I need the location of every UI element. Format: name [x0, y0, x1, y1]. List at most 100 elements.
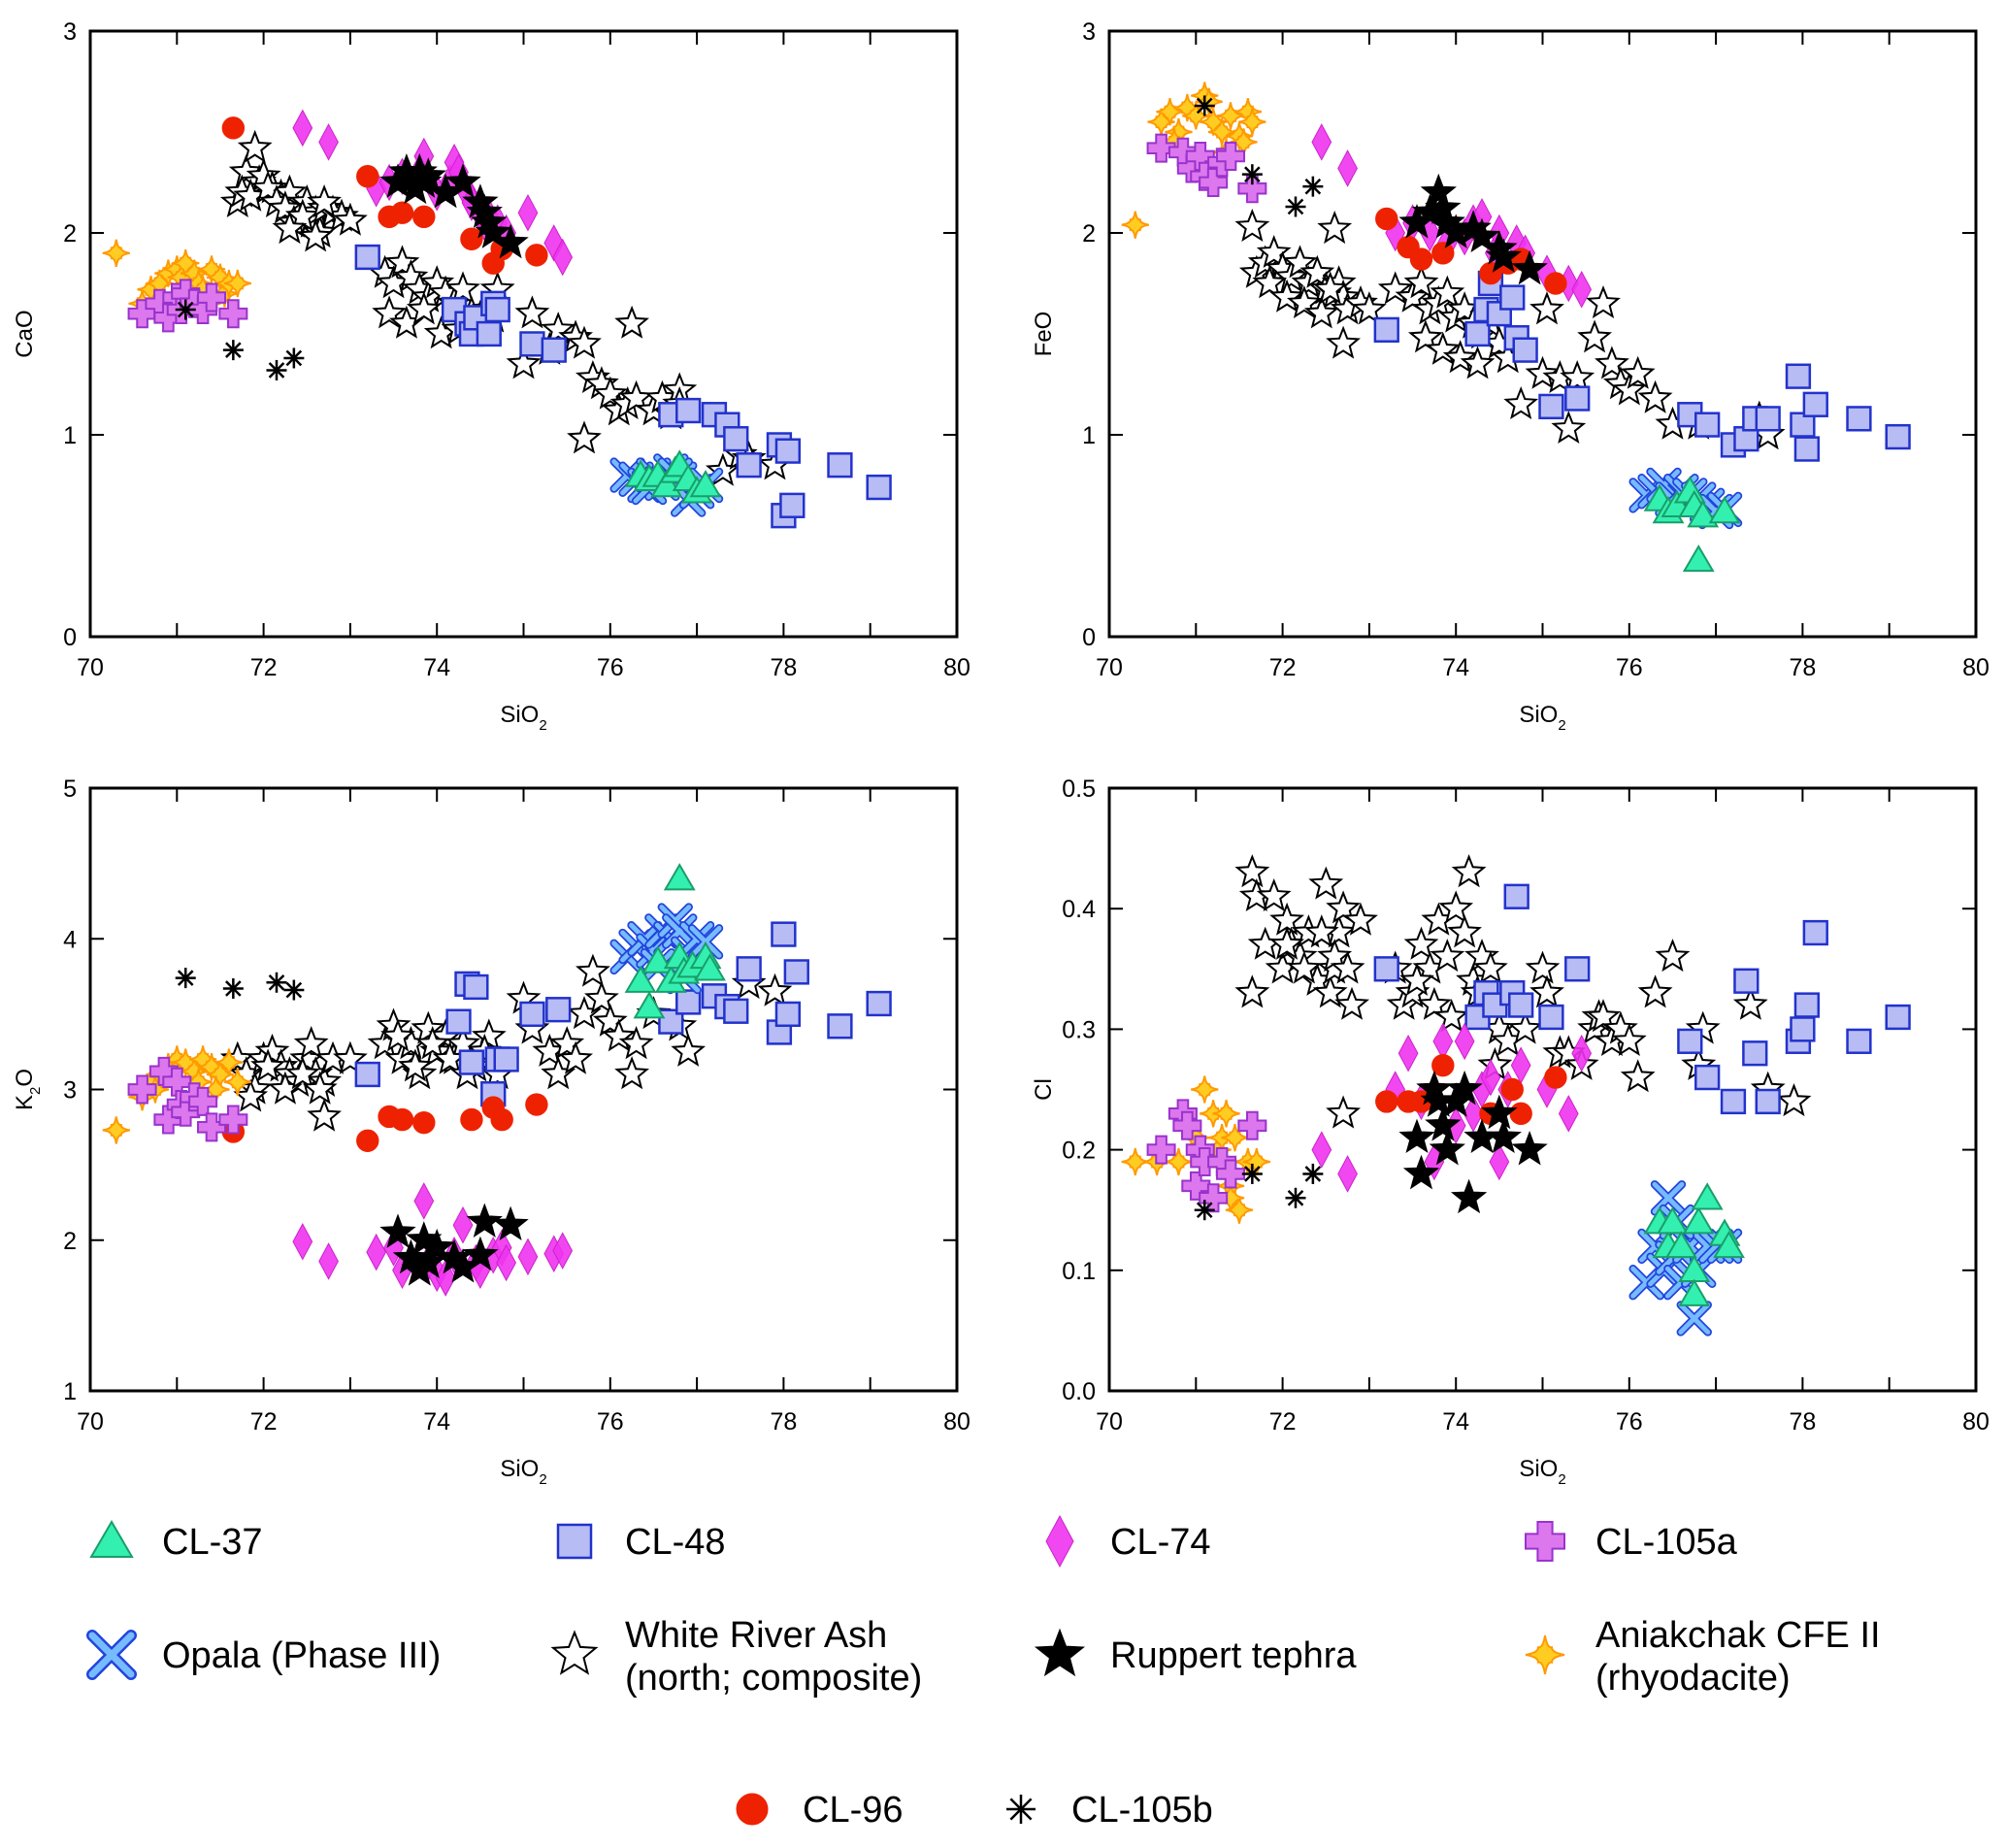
data-point [1221, 1124, 1249, 1152]
data-point [1620, 355, 1656, 389]
data-point [1499, 284, 1526, 311]
data-point [1776, 1083, 1812, 1117]
data-point [757, 973, 793, 1006]
data-point [197, 255, 226, 283]
data-point [496, 1243, 517, 1282]
data-point [633, 991, 666, 1019]
data-point [1460, 346, 1496, 380]
triangle-icon [89, 1520, 134, 1558]
diamond-icon [1045, 1514, 1074, 1568]
data-point [223, 269, 251, 298]
data-point [506, 346, 542, 380]
data-point [1464, 320, 1491, 347]
legend-item: Opala (Phase III) [86, 1630, 441, 1680]
data-point [1182, 102, 1210, 130]
data-point [517, 193, 539, 232]
x-tick-label: 78 [770, 654, 797, 681]
data-point [1285, 196, 1306, 217]
data-point [1611, 372, 1647, 406]
data-point [254, 1033, 290, 1067]
data-point [1241, 164, 1263, 185]
data-point [1885, 1004, 1911, 1031]
series-cl-105a [1146, 1099, 1267, 1213]
data-point [222, 977, 244, 999]
x-tick-label: 78 [1789, 1408, 1816, 1436]
series-cl-105a [127, 1056, 248, 1142]
data-point [675, 397, 702, 424]
legend-label: CL-105b [1071, 1790, 1213, 1831]
data-point [1377, 271, 1413, 305]
x-tick-label: 74 [423, 654, 450, 681]
data-point [406, 291, 442, 325]
data-point [283, 979, 305, 1001]
data-point [492, 1205, 529, 1241]
series-cl-105b [175, 299, 305, 380]
x-tick-label: 78 [1789, 654, 1816, 681]
data-point [460, 227, 483, 250]
open-star-icon [550, 1630, 599, 1675]
data-point [662, 913, 698, 949]
data-point [1234, 209, 1270, 243]
data-point [266, 972, 287, 993]
data-point [1216, 141, 1246, 171]
curved-cross-icon [1525, 1634, 1565, 1675]
series-cl-105b [175, 968, 305, 1001]
data-point [1330, 950, 1365, 984]
data-point [175, 299, 196, 320]
data-point [549, 1026, 585, 1060]
data-point [390, 1107, 414, 1132]
y-tick-label: 1 [63, 1378, 77, 1405]
data-point [1485, 1118, 1522, 1154]
data-point [1664, 1230, 1697, 1259]
x-axis-label: SiO2 [500, 702, 546, 734]
x-icon [86, 1630, 137, 1680]
data-point [1544, 1066, 1567, 1089]
data-point [1242, 1147, 1270, 1176]
legend-label: Opala (Phase III) [162, 1635, 441, 1676]
circle-icon [736, 1793, 769, 1826]
data-point [1489, 1142, 1510, 1181]
data-point [172, 249, 200, 278]
data-point [390, 201, 414, 224]
data-point [1299, 254, 1335, 288]
data-point [1287, 284, 1322, 319]
data-point [1529, 974, 1564, 1008]
legend-item: CL-37 [89, 1520, 263, 1563]
x-axis-label: SiO2 [500, 1456, 546, 1488]
data-point [1742, 1040, 1768, 1067]
data-point [1403, 926, 1439, 960]
data-point [372, 295, 407, 329]
x-tick-label: 78 [770, 1408, 797, 1436]
data-point [1337, 149, 1358, 187]
data-point [1682, 544, 1715, 573]
series-cl-96 [1375, 1053, 1567, 1126]
data-point [779, 492, 806, 518]
data-point [493, 1046, 519, 1072]
data-point [525, 244, 548, 267]
x-tick-label: 80 [943, 1408, 970, 1436]
data-point [1234, 974, 1270, 1008]
legend-item: CL-105a [1525, 1521, 1738, 1563]
x-tick-label: 74 [1442, 654, 1469, 681]
data-point [1720, 1088, 1747, 1115]
x-tick-label: 72 [250, 1408, 278, 1436]
data-point [1225, 1196, 1254, 1224]
data-point [223, 1068, 251, 1096]
data-point [601, 1018, 637, 1052]
data-point [723, 426, 749, 452]
data-point [272, 210, 308, 245]
data-point [1312, 271, 1348, 305]
data-point [1337, 1155, 1358, 1193]
data-point [827, 1013, 853, 1040]
data-point [356, 1129, 379, 1152]
data-point [783, 959, 809, 985]
data-point [175, 968, 196, 989]
series-cl-37 [1643, 1182, 1745, 1306]
data-point [1595, 346, 1629, 380]
data-point [476, 320, 502, 347]
data-point [1285, 1187, 1306, 1208]
data-point [284, 1056, 320, 1090]
data-point [1446, 1070, 1483, 1106]
data-point [1655, 939, 1691, 973]
data-point [1564, 385, 1591, 412]
